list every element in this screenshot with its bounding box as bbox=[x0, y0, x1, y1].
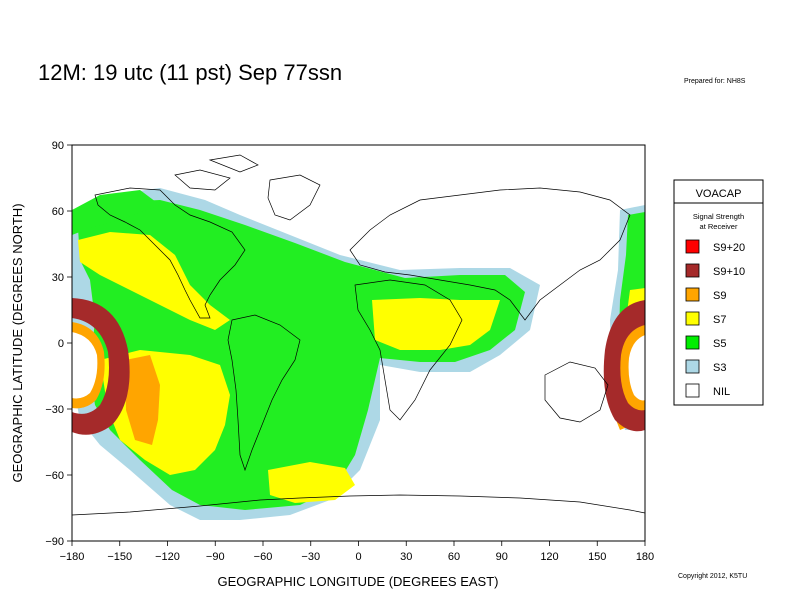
legend-label: S7 bbox=[713, 314, 726, 326]
y-tick-label: 0 bbox=[58, 338, 64, 350]
y-axis-label: GEOGRAPHIC LATITUDE (DEGREES NORTH) bbox=[10, 203, 25, 482]
coast-australia bbox=[544, 361, 609, 423]
coast-south-america bbox=[227, 314, 301, 472]
y-tick-label: 30 bbox=[52, 272, 64, 284]
legend-swatch bbox=[685, 311, 700, 326]
legend-subtitle-line1: Signal Strength bbox=[693, 212, 744, 221]
coast-greenland bbox=[267, 174, 321, 221]
coast-north-america bbox=[94, 187, 246, 319]
zone-s5-north bbox=[72, 190, 160, 235]
y-tick-label: −60 bbox=[45, 470, 64, 482]
legend-label: S5 bbox=[713, 338, 726, 350]
x-axis: −180 −150 −120 −90 −60 −30 0 30 60 90 120 150 180 bbox=[60, 541, 654, 563]
ring-s9p10-west bbox=[72, 298, 130, 435]
copyright-note: Copyright 2012, K5TU bbox=[678, 573, 748, 580]
legend-swatch bbox=[685, 239, 700, 254]
y-tick-label: −30 bbox=[45, 404, 64, 416]
legend-label: NIL bbox=[713, 386, 730, 398]
y-tick-label: 90 bbox=[52, 140, 64, 152]
legend-label: S9+10 bbox=[713, 266, 745, 278]
legend-items: S9+20 S9+10 S9 S7 S5 S3 NIL bbox=[685, 239, 745, 398]
legend: VOACAP Signal Strength at Receiver S9+20… bbox=[673, 179, 764, 406]
plot-area bbox=[72, 188, 645, 520]
x-tick-label: −180 bbox=[60, 551, 85, 563]
x-tick-label: 60 bbox=[448, 551, 460, 563]
x-tick-label: 90 bbox=[496, 551, 508, 563]
coast-africa bbox=[354, 279, 463, 421]
legend-swatch bbox=[685, 287, 700, 302]
x-tick-label: 180 bbox=[636, 551, 654, 563]
x-tick-label: 0 bbox=[355, 551, 361, 563]
coast-eurasia bbox=[349, 187, 631, 321]
legend-label: S3 bbox=[713, 362, 726, 374]
x-tick-label: −90 bbox=[206, 551, 225, 563]
zone-s7-north-pacific bbox=[78, 232, 230, 330]
legend-swatch bbox=[685, 383, 700, 398]
y-tick-label: 60 bbox=[52, 206, 64, 218]
x-tick-label: 150 bbox=[588, 551, 606, 563]
legend-swatch bbox=[685, 359, 700, 374]
prepared-for-note: Prepared for: NH8S bbox=[684, 78, 746, 85]
zone-s7-africa bbox=[372, 298, 500, 350]
ring-s9p10-west-core bbox=[72, 332, 98, 399]
map-title: 12M: 19 utc (11 pst) Sep 77ssn bbox=[38, 60, 343, 85]
x-tick-label: 120 bbox=[540, 551, 558, 563]
zone-s9-west bbox=[125, 355, 160, 445]
x-tick-label: −120 bbox=[155, 551, 180, 563]
legend-swatch bbox=[685, 335, 700, 350]
legend-header: VOACAP bbox=[696, 188, 742, 200]
legend-subtitle-line2: at Receiver bbox=[700, 222, 738, 231]
ring-s9p10-east-core bbox=[628, 335, 645, 401]
zone-s7-south-atlantic bbox=[268, 462, 355, 503]
x-tick-label: −60 bbox=[254, 551, 273, 563]
legend-swatch bbox=[685, 263, 700, 278]
x-tick-label: 30 bbox=[400, 551, 412, 563]
y-tick-label: −90 bbox=[45, 536, 64, 548]
coast-antarctica bbox=[71, 494, 646, 516]
coastlines bbox=[71, 154, 646, 516]
x-axis-label: GEOGRAPHIC LONGITUDE (DEGREES EAST) bbox=[218, 574, 499, 589]
legend-label: S9 bbox=[713, 290, 726, 302]
legend-label: S9+20 bbox=[713, 242, 745, 254]
coast-arctic-islands bbox=[174, 154, 259, 191]
y-axis: 90 60 30 0 −30 −60 −90 bbox=[45, 140, 72, 548]
x-tick-label: −150 bbox=[107, 551, 132, 563]
x-tick-label: −30 bbox=[301, 551, 320, 563]
